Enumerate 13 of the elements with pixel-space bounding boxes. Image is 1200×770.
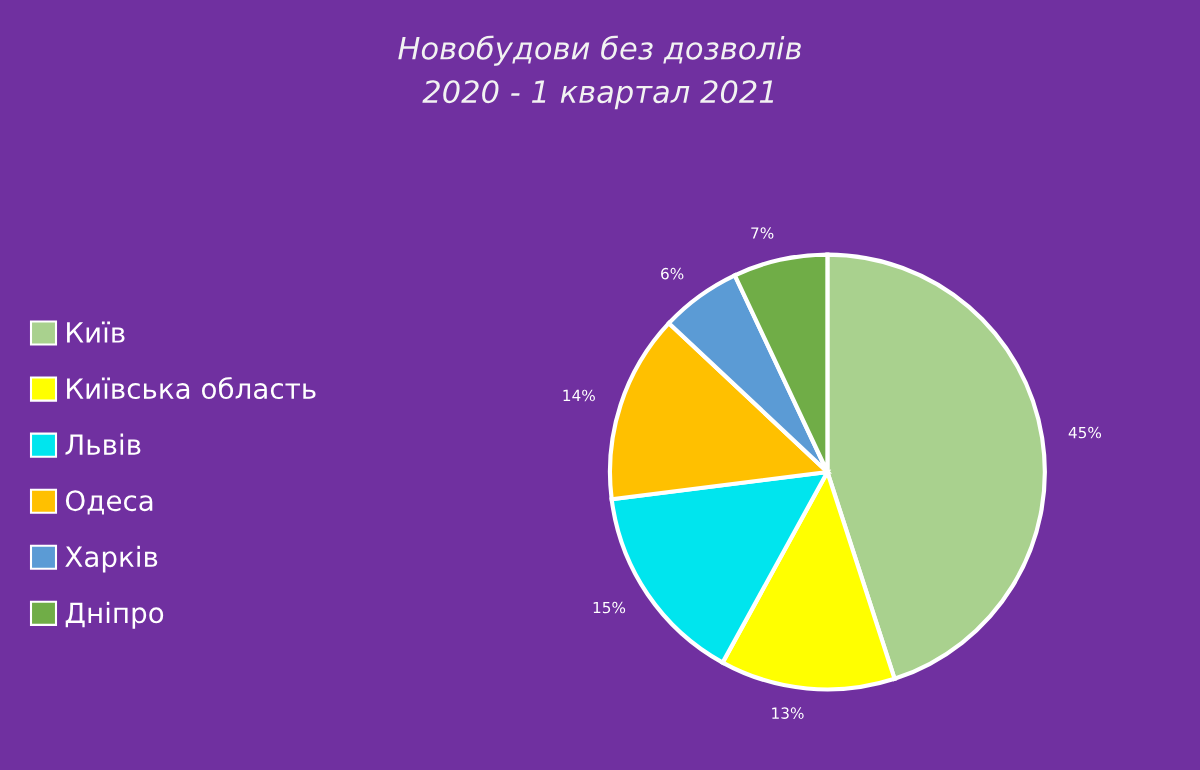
data-label: 7%	[751, 227, 774, 239]
chart-title: Новобудови без дозволів 2020 - 1 квартал 2021	[398, 35, 801, 110]
data-label: 15%	[593, 601, 626, 614]
data-label: 14%	[563, 389, 595, 402]
data-label: 13%	[772, 707, 804, 719]
data-label: 6%	[661, 267, 684, 280]
legend-label: Дніпро	[65, 601, 164, 629]
legend-label: Одеса	[65, 490, 153, 515]
legend-label: Харків	[65, 545, 158, 573]
data-label: 45%	[1068, 426, 1102, 439]
legend-label: Київська область	[67, 377, 316, 400]
legend-label: Київ	[67, 321, 125, 343]
legend-label: Львів	[65, 433, 141, 455]
